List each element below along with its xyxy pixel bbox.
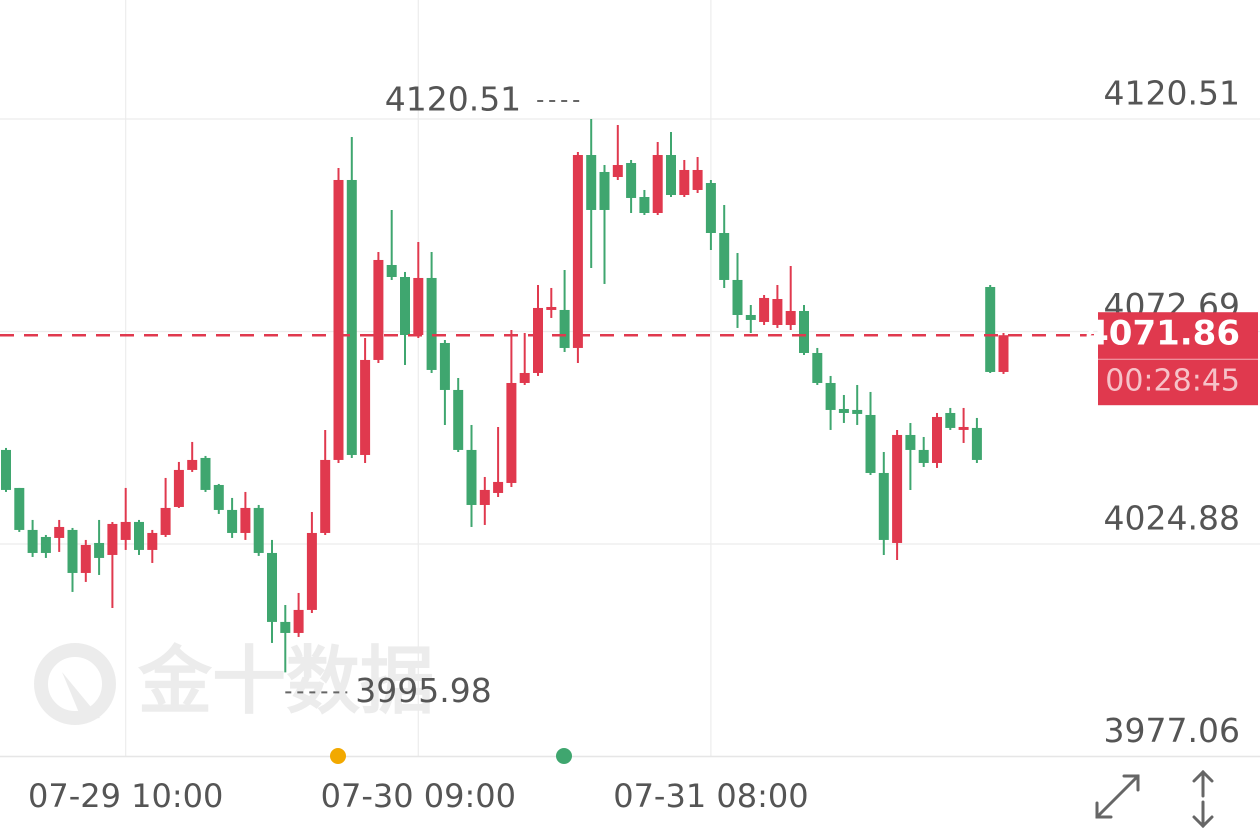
- candle-body: [360, 359, 371, 455]
- candle-body: [732, 279, 743, 315]
- candle-body: [439, 342, 450, 390]
- candle-body: [546, 306, 557, 310]
- candle-body: [134, 521, 144, 550]
- candle-body: [147, 532, 158, 550]
- candle-body: [373, 259, 384, 360]
- candle-body: [918, 449, 929, 463]
- y-tick-label: 3977.06: [1104, 711, 1240, 750]
- candle-body: [54, 526, 65, 538]
- candle-body: [652, 155, 663, 214]
- candle-body: [173, 469, 184, 507]
- watermark-logo: [34, 643, 116, 725]
- candle-body: [838, 408, 849, 413]
- candle-body: [559, 309, 570, 348]
- candle-body: [267, 552, 277, 622]
- candle-body: [626, 163, 637, 198]
- candle-body: [998, 335, 1009, 372]
- candle-body: [400, 276, 410, 335]
- candle-body: [280, 621, 291, 633]
- watermark-logo-mark: [62, 672, 100, 720]
- candle-body: [905, 434, 916, 450]
- candle-body: [892, 434, 903, 543]
- candle-body: [386, 264, 397, 277]
- candle-body: [506, 382, 517, 483]
- candle-body: [94, 542, 105, 558]
- candle-body: [679, 169, 690, 196]
- event-dot[interactable]: [556, 748, 572, 764]
- candle-body: [187, 459, 198, 470]
- candle-body: [878, 472, 889, 540]
- last-price-label: 4071.86: [1085, 314, 1240, 354]
- candle-body: [107, 523, 118, 555]
- x-tick-label: 07-30 09:00: [321, 777, 516, 815]
- candle-body: [346, 179, 357, 455]
- candle-body: [785, 310, 796, 325]
- candle-body: [772, 298, 783, 325]
- candle-body: [745, 314, 756, 320]
- candle-body: [533, 307, 543, 373]
- candle-body: [213, 484, 224, 510]
- candle-body: [320, 459, 331, 533]
- candle-body: [865, 414, 876, 473]
- scale-icon[interactable]: [1192, 769, 1214, 829]
- y-tick-label: 4024.88: [1104, 498, 1240, 537]
- candle-body: [572, 155, 583, 348]
- candle-body: [80, 544, 91, 573]
- candle-body: [666, 155, 676, 196]
- candle-body: [1, 449, 11, 490]
- candle-body: [479, 489, 490, 505]
- candle-body: [227, 509, 238, 533]
- candle-body: [971, 427, 982, 460]
- candle-body: [413, 277, 424, 335]
- candle-body: [466, 449, 477, 505]
- candle-body: [27, 529, 38, 553]
- candles: [1, 119, 1009, 673]
- candle-body: [493, 481, 504, 493]
- candle-body: [67, 529, 78, 573]
- candle-body: [799, 310, 809, 353]
- high-label: 4120.51: [385, 80, 521, 119]
- candle-body: [253, 507, 264, 553]
- x-tick-label: 07-29 10:00: [28, 777, 223, 815]
- countdown-label: 00:28:45: [1105, 364, 1240, 399]
- candle-body: [293, 609, 304, 633]
- candle-body: [200, 457, 211, 490]
- candle-body: [306, 532, 317, 610]
- candle-body: [932, 416, 942, 463]
- candle-body: [945, 412, 956, 428]
- candle-body: [453, 389, 464, 450]
- candle-body: [240, 507, 251, 533]
- y-tick-label: 4120.51: [1104, 74, 1240, 113]
- candle-body: [812, 352, 823, 383]
- candle-body: [825, 382, 836, 410]
- candle-body: [120, 521, 131, 540]
- candle-body: [958, 426, 969, 430]
- candle-body: [719, 232, 730, 280]
- candle-body: [692, 169, 703, 190]
- candle-body: [14, 487, 25, 530]
- low-label: 3995.98: [355, 671, 491, 710]
- candle-body: [705, 183, 716, 233]
- candle-body: [759, 297, 770, 322]
- candle-body: [852, 409, 863, 414]
- expand-icon[interactable]: [1095, 774, 1140, 819]
- event-dot[interactable]: [330, 748, 346, 764]
- candle-body: [160, 507, 171, 535]
- candle-body: [333, 179, 344, 460]
- candle-body: [612, 165, 623, 178]
- candle-body: [586, 155, 597, 210]
- candle-body: [985, 286, 996, 372]
- candle-body: [519, 372, 530, 383]
- candle-body: [426, 277, 437, 370]
- x-tick-label: 07-31 08:00: [613, 777, 808, 815]
- candle-body: [40, 536, 51, 553]
- candle-body: [599, 171, 610, 210]
- candle-body: [639, 197, 650, 214]
